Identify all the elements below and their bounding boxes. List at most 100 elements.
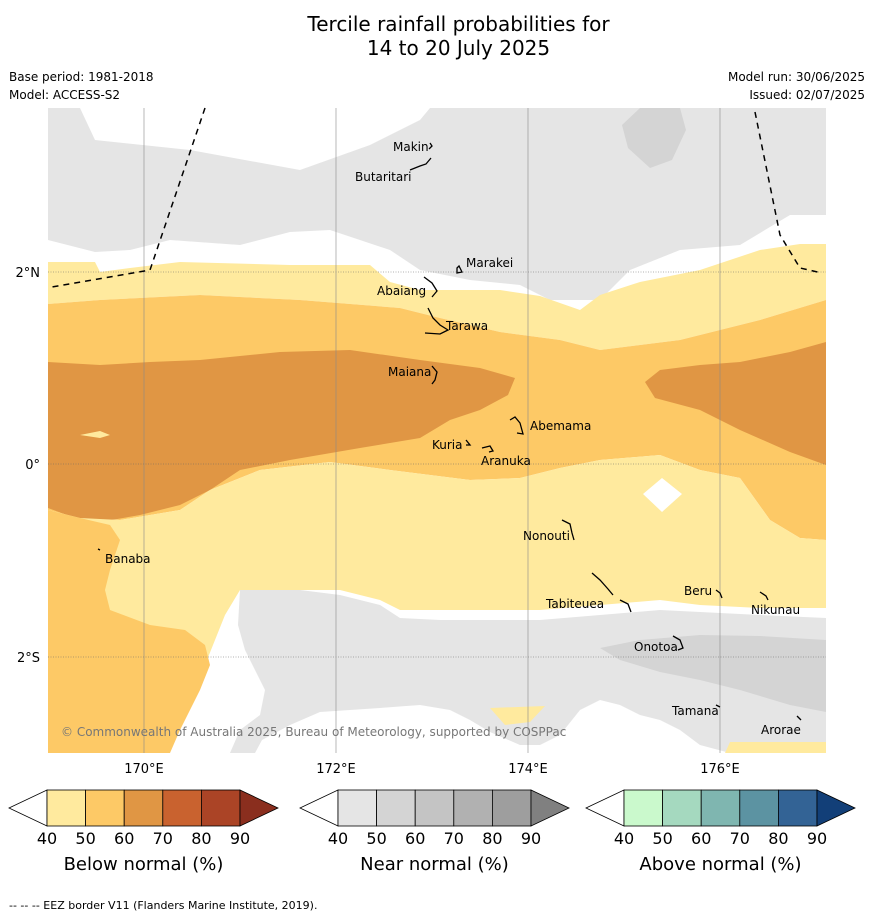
colorbar-extend-low bbox=[8, 789, 48, 827]
small-yellow-patch-south bbox=[490, 706, 545, 725]
colorbar-tick: 50 bbox=[652, 829, 672, 848]
colorbar-extend-high bbox=[239, 789, 279, 827]
colorbar-tick: 50 bbox=[75, 829, 95, 848]
colorbar-extend-low bbox=[299, 789, 339, 827]
colorbar-segment bbox=[200, 789, 241, 827]
label-banaba: Banaba bbox=[105, 552, 151, 566]
below-normal-60-region-west bbox=[48, 350, 515, 522]
title-line-1: Tercile rainfall probabilities for bbox=[307, 12, 610, 36]
label-marakei: Marakei bbox=[466, 256, 513, 270]
lon-label-170e: 170°E bbox=[124, 762, 164, 777]
label-tarawa: Tarawa bbox=[445, 319, 488, 333]
colorbar-tick: 60 bbox=[114, 829, 134, 848]
near-normal-region-north bbox=[48, 108, 826, 300]
colorbar-tick: 40 bbox=[328, 829, 348, 848]
colorbar-tick: 90 bbox=[521, 829, 541, 848]
colorbar-segment bbox=[778, 789, 818, 827]
place-labels: Makin Butaritari Marakei Abaiang Tarawa … bbox=[105, 140, 801, 737]
below-normal-40-band-south bbox=[48, 455, 826, 753]
island-tabiteuea-n bbox=[591, 572, 614, 596]
meta-right: Model run: 30/06/2025 Issued: 02/07/2025 bbox=[728, 68, 865, 104]
near-normal-darker-band bbox=[600, 635, 826, 712]
label-nikunau: Nikunau bbox=[751, 603, 800, 617]
colorbar-segment bbox=[46, 789, 86, 827]
colorbar-segment bbox=[739, 789, 779, 827]
label-nonouti: Nonouti bbox=[523, 529, 570, 543]
meta-left: Base period: 1981-2018 Model: ACCESS-S2 bbox=[9, 68, 154, 104]
probability-field bbox=[48, 108, 826, 753]
colorbar-segment bbox=[491, 789, 532, 827]
colorbar-label: Above normal (%) bbox=[639, 854, 801, 875]
lon-label-174e: 174°E bbox=[508, 762, 548, 777]
island-nikunau bbox=[759, 591, 769, 601]
label-arorae: Arorae bbox=[761, 723, 801, 737]
below-normal-50-region-southwest bbox=[48, 510, 210, 753]
lat-label-2s: 2°S bbox=[17, 651, 40, 666]
label-makin: Makin bbox=[393, 140, 429, 154]
island-aranuka bbox=[481, 445, 495, 453]
colorbar-tick: 90 bbox=[807, 829, 827, 848]
lat-label-2n: 2°N bbox=[16, 266, 41, 281]
colorbar-segment bbox=[337, 789, 377, 827]
label-butaritari: Butaritari bbox=[355, 170, 412, 184]
island-onotoa bbox=[672, 635, 684, 651]
colorbar-2: 40 50 60 70 80 90 Near normal (%) bbox=[299, 789, 570, 875]
colorbar-tick: 40 bbox=[614, 829, 634, 848]
map-title: Tercile rainfall probabilities for 14 to… bbox=[0, 12, 873, 60]
colorbars: 40 50 60 70 80 90 Below normal (%) 40 50 60 70 80 90… bbox=[8, 789, 856, 875]
label-tamana: Tamana bbox=[671, 704, 719, 718]
island-makin bbox=[428, 142, 433, 150]
base-period: Base period: 1981-2018 bbox=[9, 70, 154, 84]
island-tarawa bbox=[424, 307, 450, 335]
colorbar-segment bbox=[700, 789, 741, 827]
colorbar-tick: 50 bbox=[366, 829, 386, 848]
colorbar-segment bbox=[453, 789, 493, 827]
colorbar-tick: 70 bbox=[444, 829, 464, 848]
colorbar-tick: 80 bbox=[482, 829, 502, 848]
colorbar-tick: 80 bbox=[768, 829, 788, 848]
below-normal-40-band-north bbox=[48, 244, 826, 350]
lat-label-0: 0° bbox=[25, 458, 40, 473]
lon-label-176e: 176°E bbox=[700, 762, 740, 777]
island-beru bbox=[715, 589, 723, 599]
copyright-notice: © Commonwealth of Australia 2025, Bureau… bbox=[61, 725, 566, 739]
label-maiana: Maiana bbox=[388, 365, 431, 379]
lon-label-172e: 172°E bbox=[316, 762, 356, 777]
colorbar-segment bbox=[162, 789, 202, 827]
island-abemama bbox=[509, 416, 524, 435]
colorbar-tick: 80 bbox=[191, 829, 211, 848]
island-kuria bbox=[465, 439, 472, 446]
title-line-2: 14 to 20 July 2025 bbox=[366, 36, 551, 60]
label-beru: Beru bbox=[684, 584, 712, 598]
label-abaiang: Abaiang bbox=[377, 284, 426, 298]
colorbar-tick: 70 bbox=[153, 829, 173, 848]
colorbar-3: 40 50 60 70 80 90 Above normal (%) bbox=[585, 789, 856, 875]
island-arorae bbox=[796, 715, 802, 721]
colorbar-segment bbox=[376, 789, 416, 827]
island-butaritari bbox=[409, 157, 432, 171]
label-aranuka: Aranuka bbox=[481, 454, 531, 468]
colorbar-segment bbox=[85, 789, 125, 827]
issued-date: Issued: 02/07/2025 bbox=[749, 88, 865, 102]
small-light-patch bbox=[80, 431, 110, 438]
islands bbox=[97, 142, 802, 721]
footer-note: -- -- -- EEZ border V11 (Flanders Marine… bbox=[9, 899, 318, 912]
colorbar-segment bbox=[623, 789, 663, 827]
colorbar-extend-low bbox=[585, 789, 625, 827]
model-name: Model: ACCESS-S2 bbox=[9, 88, 121, 102]
colorbar-1: 40 50 60 70 80 90 Below normal (%) bbox=[8, 789, 279, 875]
label-tabiteuea: Tabiteuea bbox=[545, 597, 604, 611]
colorbar-label: Near normal (%) bbox=[360, 854, 509, 875]
island-banaba bbox=[97, 548, 101, 551]
colorbar-extend-high bbox=[530, 789, 570, 827]
colorbar-segment bbox=[123, 789, 164, 827]
colorbar-label: Below normal (%) bbox=[64, 854, 224, 875]
label-onotoa: Onotoa bbox=[634, 640, 678, 654]
meridians bbox=[143, 108, 721, 753]
label-abemama: Abemama bbox=[530, 419, 591, 433]
eez-border bbox=[51, 107, 823, 288]
colorbar-segment bbox=[414, 789, 455, 827]
island-marakei bbox=[456, 264, 463, 274]
label-kuria: Kuria bbox=[432, 438, 463, 452]
